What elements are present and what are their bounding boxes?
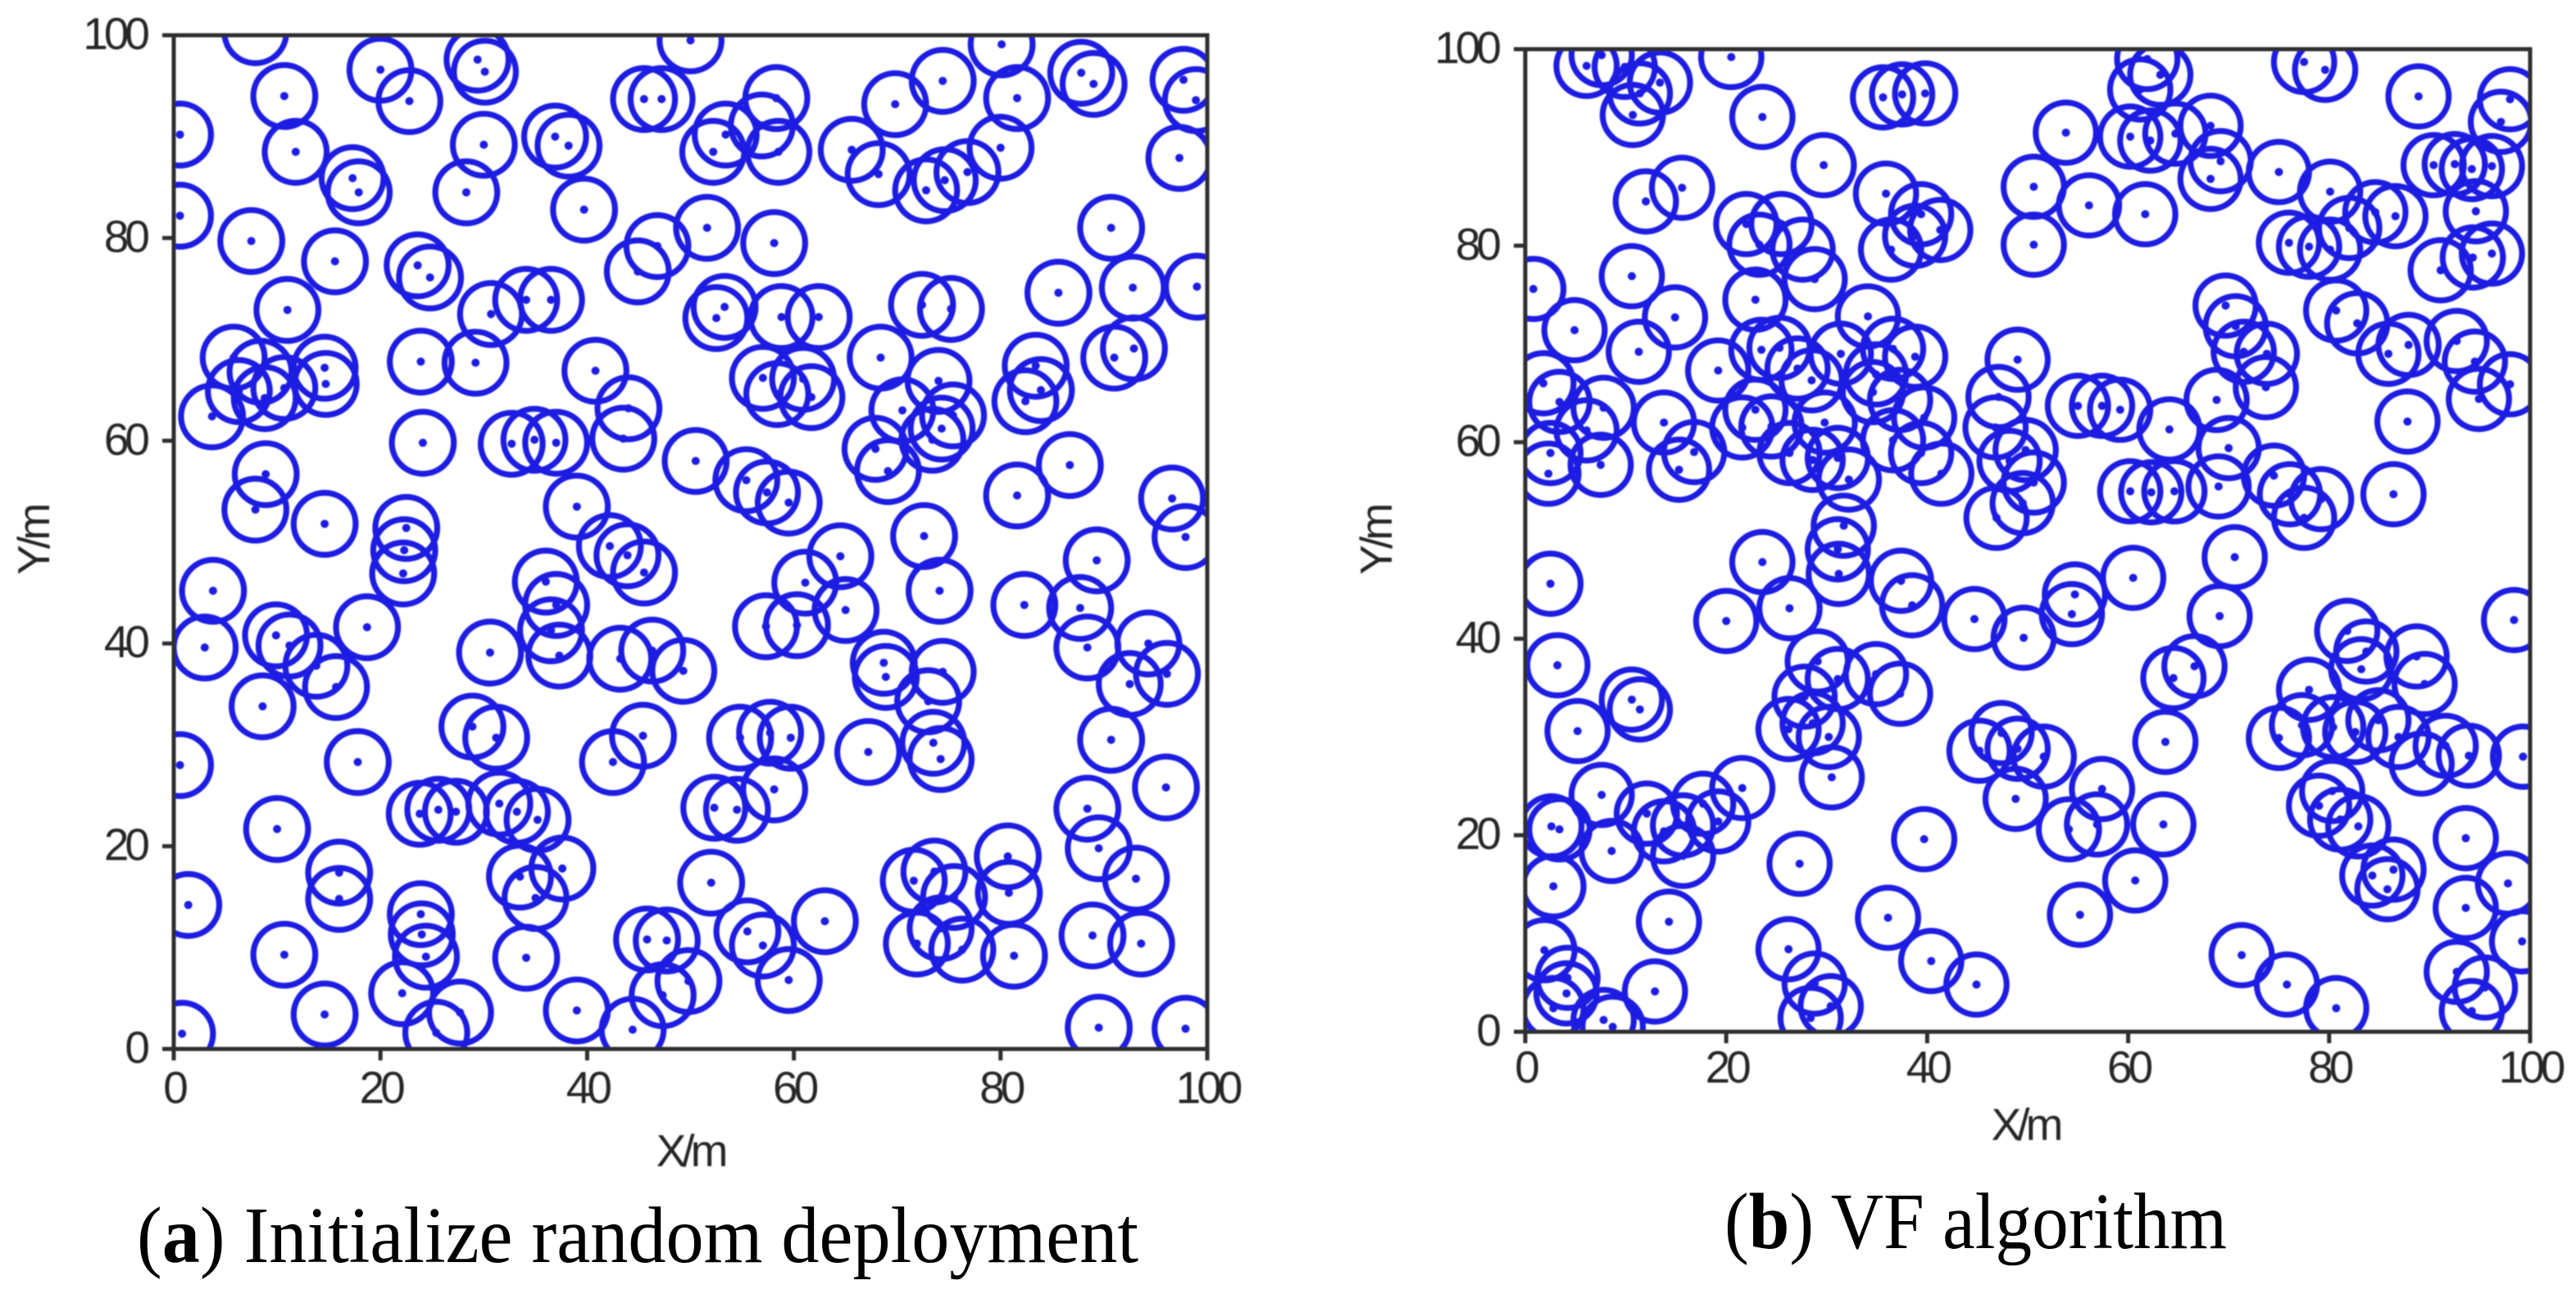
svg-text:40: 40 bbox=[566, 1062, 611, 1113]
svg-text:80: 80 bbox=[1456, 219, 1501, 270]
svg-text:0: 0 bbox=[125, 1022, 148, 1073]
svg-text:20: 20 bbox=[360, 1062, 405, 1113]
svg-text:40: 40 bbox=[1456, 611, 1501, 662]
svg-text:Y/m: Y/m bbox=[8, 505, 59, 574]
svg-text:0: 0 bbox=[1515, 1042, 1538, 1092]
svg-text:60: 60 bbox=[1456, 415, 1501, 466]
svg-text:0: 0 bbox=[163, 1062, 187, 1113]
svg-text:80: 80 bbox=[104, 211, 149, 261]
svg-text:40: 40 bbox=[1906, 1042, 1951, 1092]
svg-text:X/m: X/m bbox=[656, 1125, 726, 1176]
svg-text:(a) Initialize random deployme: (a) Initialize random deployment bbox=[137, 1192, 1138, 1280]
svg-text:100: 100 bbox=[83, 8, 148, 59]
svg-text:Y/m: Y/m bbox=[1351, 505, 1402, 574]
svg-text:X/m: X/m bbox=[1992, 1099, 2061, 1150]
svg-text:20: 20 bbox=[1456, 808, 1501, 859]
svg-text:100: 100 bbox=[2499, 1042, 2565, 1092]
svg-text:80: 80 bbox=[2308, 1042, 2353, 1092]
svg-text:0: 0 bbox=[1476, 1005, 1500, 1056]
svg-text:100: 100 bbox=[1434, 22, 1500, 73]
svg-text:20: 20 bbox=[104, 820, 149, 870]
svg-text:100: 100 bbox=[1176, 1062, 1242, 1113]
svg-text:60: 60 bbox=[2107, 1042, 2152, 1092]
svg-text:80: 80 bbox=[979, 1062, 1024, 1113]
svg-text:40: 40 bbox=[104, 616, 149, 667]
svg-text:60: 60 bbox=[104, 414, 149, 465]
svg-text:60: 60 bbox=[773, 1062, 818, 1113]
svg-text:20: 20 bbox=[1706, 1042, 1751, 1092]
svg-text:(b) VF algorithm: (b) VF algorithm bbox=[1724, 1178, 2227, 1266]
